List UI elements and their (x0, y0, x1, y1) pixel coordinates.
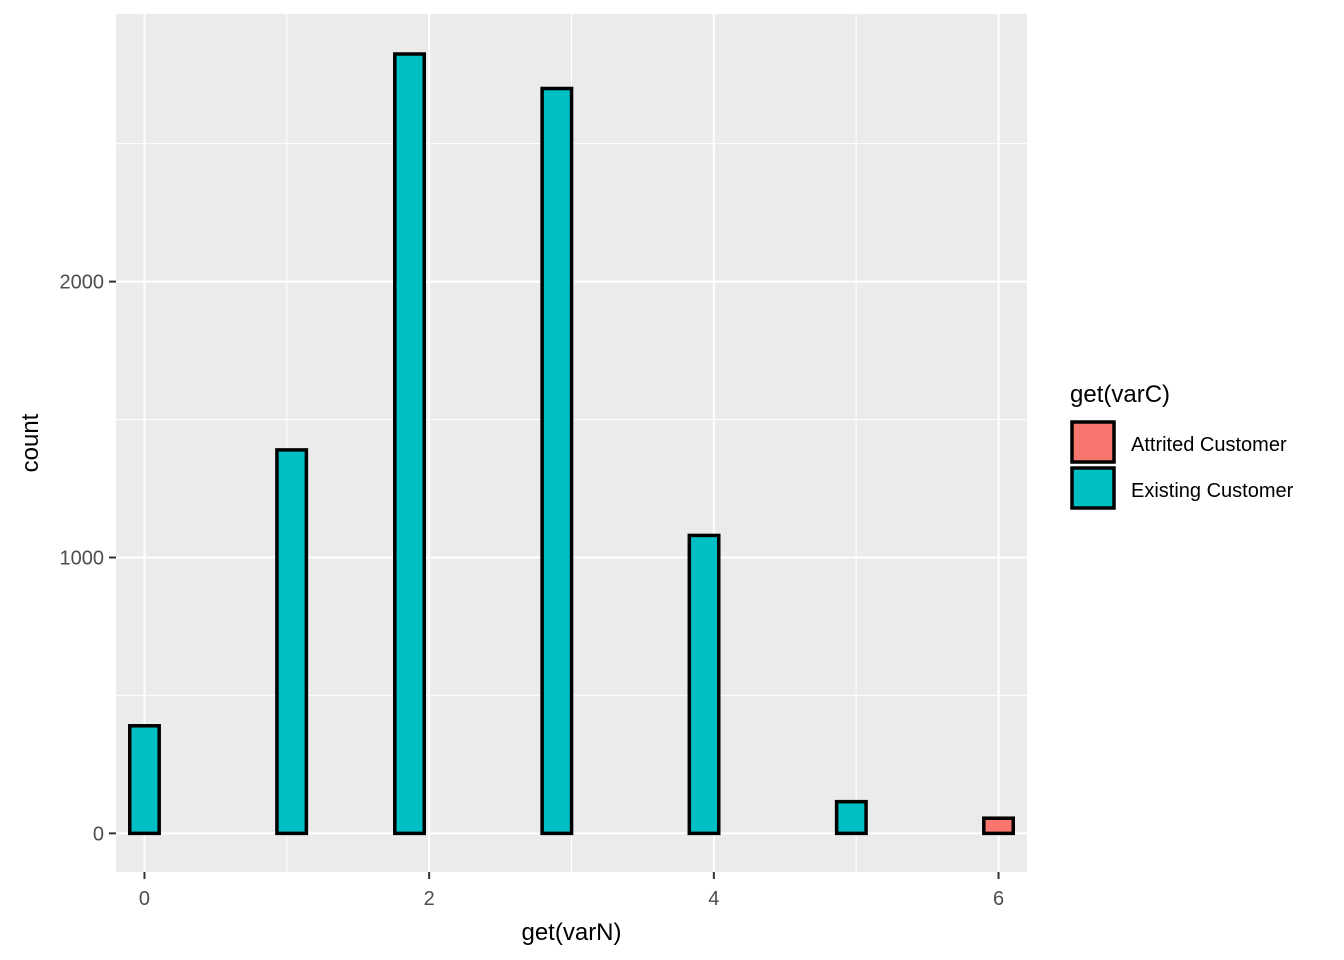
legend-key-swatch (1070, 420, 1116, 464)
y-tick-label: 0 (93, 823, 104, 845)
histogram-bar (982, 816, 1016, 836)
legend: get(varC) Attrited Customer Existing Cust… (1070, 381, 1294, 510)
x-axis-title: get(varN) (521, 919, 621, 946)
y-axis-title: count (17, 413, 44, 472)
x-tick-label: 6 (993, 888, 1004, 910)
x-tick-label: 2 (424, 888, 435, 910)
histogram-bar (127, 724, 161, 836)
x-axis-ticks: 0 2 4 6 (139, 872, 1004, 910)
histogram-bar (540, 86, 574, 836)
legend-key-swatch (1070, 466, 1116, 510)
histogram-bar (687, 533, 721, 836)
histogram-bar (275, 448, 309, 836)
histogram-bar (834, 799, 868, 836)
x-tick-label: 0 (139, 888, 150, 910)
histogram-bar (393, 52, 426, 836)
y-tick-label: 1000 (60, 547, 105, 569)
y-tick-label: 2000 (60, 272, 105, 294)
legend-label: Attrited Customer (1131, 434, 1287, 456)
x-tick-label: 4 (708, 888, 719, 910)
histogram-bars (127, 52, 1016, 836)
y-axis-ticks: 0 1000 2000 (60, 272, 116, 845)
legend-title: get(varC) (1070, 381, 1170, 408)
legend-label: Existing Customer (1131, 480, 1294, 502)
